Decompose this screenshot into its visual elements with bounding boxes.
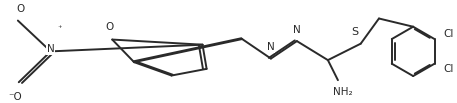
Text: N: N: [267, 42, 275, 52]
Text: N: N: [47, 44, 54, 54]
Text: Cl: Cl: [444, 64, 454, 74]
Text: O: O: [16, 4, 24, 14]
Text: ⁺: ⁺: [58, 24, 62, 33]
Text: S: S: [352, 27, 359, 37]
Text: Cl: Cl: [444, 29, 454, 39]
Text: O: O: [106, 22, 114, 32]
Text: N: N: [293, 25, 301, 35]
Text: ⁻O: ⁻O: [8, 92, 22, 102]
Text: NH₂: NH₂: [333, 87, 352, 97]
